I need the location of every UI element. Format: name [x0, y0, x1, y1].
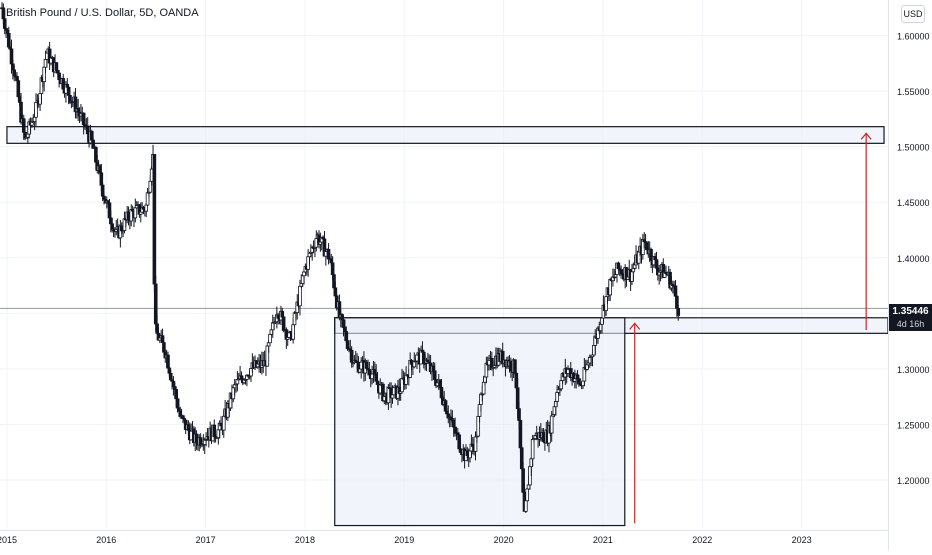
candle-up [525, 488, 530, 502]
x-tick-label: 2019 [394, 535, 414, 545]
candle-up [549, 415, 554, 434]
x-tick-label: 2017 [196, 535, 216, 545]
currency-button[interactable]: USD [901, 5, 925, 23]
y-tick-label: 1.40000 [897, 254, 930, 264]
y-tick-label: 1.45000 [897, 198, 930, 208]
candle-down [152, 154, 157, 285]
y-tick-label: 1.50000 [897, 143, 930, 153]
candle-down [102, 195, 106, 200]
candle-down [166, 354, 170, 369]
candle-down [518, 420, 523, 449]
candle-up [133, 207, 138, 219]
y-tick-label: 1.30000 [897, 365, 930, 375]
candle-up [268, 333, 272, 344]
last-price-tag: 1.35446 4d 16h [889, 304, 932, 331]
y-tick-label: 1.60000 [897, 32, 930, 42]
x-tick-label: 2022 [692, 535, 712, 545]
target-arrow-head-2 [629, 322, 641, 330]
candle-down [676, 307, 681, 316]
candle-down [66, 86, 71, 96]
candle-up [291, 324, 295, 340]
price-axis-border [888, 0, 889, 550]
candle-up [390, 394, 395, 399]
y-tick-label: 1.25000 [897, 420, 930, 430]
target-arrow-head-1 [860, 132, 872, 140]
time-axis-border [0, 530, 888, 531]
zone-1 [6, 126, 885, 144]
candle-down [340, 314, 344, 321]
chart-title: British Pound / U.S. Dollar, 5D, OANDA [6, 7, 199, 19]
candle-up [298, 285, 302, 307]
candle-up [412, 361, 417, 368]
x-tick-label: 2018 [295, 535, 315, 545]
candle-down [673, 285, 678, 297]
candle-down [513, 359, 517, 374]
y-tick-label: 1.55000 [897, 87, 930, 97]
candle-up [524, 500, 528, 512]
candle-down [517, 408, 521, 421]
x-tick-label: 2023 [792, 535, 812, 545]
bar-countdown-label: 4d 16h [896, 319, 925, 329]
candle-down [99, 172, 104, 186]
last-price-label: 1.35446 [892, 306, 929, 317]
x-tick-label: 2016 [96, 535, 116, 545]
x-tick-label: 2021 [593, 535, 613, 545]
x-tick-label: 2020 [494, 535, 514, 545]
x-tick-label: 2015 [0, 535, 17, 545]
candle-down [375, 380, 380, 385]
candle-down [21, 118, 26, 133]
y-tick-label: 1.20000 [897, 476, 930, 486]
candle-down [54, 62, 59, 71]
